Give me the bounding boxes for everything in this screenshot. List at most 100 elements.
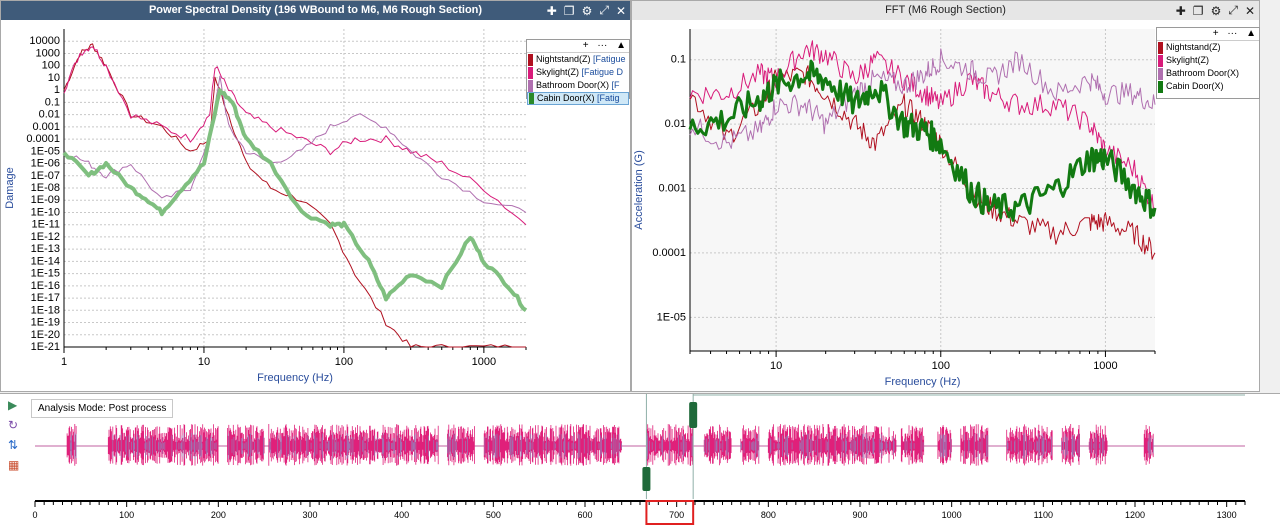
gear-icon[interactable]: ⚙ — [1210, 3, 1222, 18]
fft-legend[interactable]: + ··· ▲ Nightstand(Z) Skylight(Z) Bathro… — [1156, 27, 1260, 99]
timeline-tick-label: 1000 — [942, 510, 962, 520]
psd-legend-header: + ··· ▲ — [527, 40, 629, 53]
y-tick-label: 0.0001 — [652, 247, 686, 259]
x-tick-label: 10 — [198, 356, 210, 368]
psd-legend[interactable]: + ··· ▲ Nightstand(Z) [Fatigue Skylight(… — [526, 39, 630, 105]
legend-label: Bathroom Door(X) — [1166, 68, 1240, 78]
y-tick-label: 0.001 — [658, 183, 686, 195]
timeline-chart[interactable]: 0 100 200 300 400 500 600 700 800 900 1000 1100 1200… — [30, 394, 1280, 525]
fft-chart[interactable]: 0.1 0.01 0.001 0.0001 1E-05 10 100 1000 Frequenc… — [632, 21, 1259, 391]
legend-label: Skylight(Z) — [1166, 55, 1210, 65]
refresh-icon[interactable]: ↻ — [8, 418, 19, 432]
series-line-bathroom-door-x- — [63, 75, 527, 213]
y-tick-label: 1E-19 — [31, 317, 60, 329]
legend-collapse-icon[interactable]: ▲ — [1246, 28, 1256, 39]
play-icon[interactable]: ▶ — [8, 398, 18, 412]
settings-icon[interactable]: ▦ — [8, 458, 20, 472]
legend-swatch — [528, 79, 533, 92]
psd-panel: Power Spectral Density (196 WBound to M6… — [0, 0, 631, 392]
y-tick-label: 1E-10 — [31, 206, 60, 218]
y-tick-label: 1E-15 — [31, 268, 60, 280]
x-tick-label: 1000 — [1093, 360, 1117, 372]
close-icon[interactable]: ✕ — [615, 3, 626, 18]
copy-icon[interactable]: ❐ — [563, 3, 575, 18]
legend-label: Nightstand(Z) — [536, 54, 591, 64]
y-tick-label: 0.01 — [665, 118, 686, 130]
y-tick-label: 1E-09 — [31, 194, 60, 206]
legend-label: Cabin Door(X) — [537, 93, 595, 103]
y-tick-label: 1E-17 — [31, 292, 60, 304]
timeline-tick-label: 1200 — [1125, 510, 1145, 520]
timeline-tick-label: 1100 — [1034, 510, 1053, 520]
expand-icon[interactable]: ⤢ — [599, 3, 609, 17]
close-icon[interactable]: ✕ — [1244, 3, 1255, 18]
legend-tag: [F — [611, 80, 620, 90]
legend-more-icon[interactable]: ··· — [597, 40, 608, 51]
sync-icon[interactable]: ⇅ — [8, 438, 19, 452]
timeline-tick-label: 300 — [302, 510, 317, 520]
y-tick-label: 1E-05 — [31, 145, 60, 157]
legend-more-icon[interactable]: ··· — [1227, 28, 1238, 39]
legend-tag: [Fatigue D — [581, 67, 624, 77]
legend-swatch — [528, 53, 533, 66]
y-tick-label: 1E-21 — [31, 341, 60, 353]
gear-icon[interactable]: ⚙ — [581, 3, 593, 18]
legend-collapse-icon[interactable]: ▲ — [616, 40, 626, 51]
timeline-tick-label: 800 — [761, 510, 776, 520]
y-tick-label: 10 — [48, 72, 60, 84]
y-tick-label: 1E-14 — [31, 255, 60, 267]
y-tick-label: 1 — [54, 84, 60, 96]
fft-legend-item-skylight[interactable]: Skylight(Z) — [1157, 54, 1259, 67]
legend-label: Skylight(Z) — [536, 67, 580, 77]
y-tick-label: 0.0001 — [26, 133, 60, 145]
legend-add-icon[interactable]: + — [582, 40, 589, 51]
y-tick-label: 0.01 — [39, 109, 60, 121]
timeline-tick-label: 1300 — [1217, 510, 1237, 520]
copy-icon[interactable]: ❐ — [1192, 3, 1204, 18]
y-tick-label: 1E-08 — [31, 182, 60, 194]
fft-panel-toolbar: ✚ ❐ ⚙ ⤢ ✕ — [1176, 1, 1255, 20]
y-tick-label: 0.1 — [45, 96, 60, 108]
y-tick-label: 0.001 — [32, 121, 60, 133]
fft-legend-item-bathroom-door[interactable]: Bathroom Door(X) — [1157, 67, 1259, 80]
legend-label: Bathroom Door(X) — [536, 80, 610, 90]
fft-panel-title: FFT (M6 Rough Section) — [632, 1, 1259, 20]
y-tick-label: 1E-18 — [31, 304, 60, 316]
selection-start-handle[interactable] — [642, 467, 651, 491]
psd-legend-item-nightstand[interactable]: Nightstand(Z) [Fatigue — [527, 53, 629, 66]
timeline-panel: ▶ ↻ ⇅ ▦ Analysis Mode: Post process 0 100… — [0, 393, 1280, 525]
legend-swatch — [1158, 41, 1163, 54]
timeline-side-toolbar: ▶ ↻ ⇅ ▦ — [8, 398, 24, 472]
y-tick-label: 1E-16 — [31, 280, 60, 292]
timeline-tick-label: 400 — [394, 510, 409, 520]
expand-icon[interactable]: ⤢ — [1228, 3, 1238, 17]
x-axis-label: Frequency (Hz) — [257, 372, 333, 384]
timeline-tick-label: 600 — [577, 510, 592, 520]
legend-label: Cabin Door(X) — [1166, 81, 1224, 91]
timeline-tick-label: 0 — [32, 510, 37, 520]
add-icon[interactable]: ✚ — [546, 3, 557, 18]
psd-legend-item-skylight[interactable]: Skylight(Z) [Fatigue D — [527, 66, 629, 79]
selection-end-handle[interactable] — [689, 402, 698, 428]
timeline-tick-label: 900 — [852, 510, 867, 520]
psd-legend-item-cabin-door[interactable]: Cabin Door(X) [Fatig — [527, 92, 629, 105]
psd-legend-item-bathroom-door[interactable]: Bathroom Door(X) [F — [527, 79, 629, 92]
legend-add-icon[interactable]: + — [1212, 28, 1219, 39]
x-tick-label: 100 — [932, 360, 950, 372]
psd-panel-title: Power Spectral Density (196 WBound to M6… — [1, 1, 630, 20]
fft-title-text: FFT (M6 Rough Section) — [885, 4, 1006, 16]
legend-swatch — [1158, 80, 1163, 93]
psd-panel-toolbar: ✚ ❐ ⚙ ⤢ ✕ — [547, 1, 626, 20]
y-tick-label: 1E-12 — [31, 231, 60, 243]
y-axis-label: Damage — [4, 167, 16, 209]
fft-legend-item-cabin-door[interactable]: Cabin Door(X) — [1157, 80, 1259, 93]
legend-swatch — [529, 93, 534, 104]
psd-chart[interactable]: 1000010001001010.10.010.0010.00011E-051E… — [1, 21, 630, 391]
add-icon[interactable]: ✚ — [1175, 3, 1186, 18]
psd-title-text: Power Spectral Density (196 WBound to M6… — [148, 4, 483, 16]
x-tick-label: 1 — [61, 356, 67, 368]
y-tick-label: 1E-05 — [657, 311, 686, 323]
timeline-tick-label: 500 — [486, 510, 501, 520]
fft-legend-item-nightstand[interactable]: Nightstand(Z) — [1157, 41, 1259, 54]
x-tick-label: 100 — [335, 356, 353, 368]
